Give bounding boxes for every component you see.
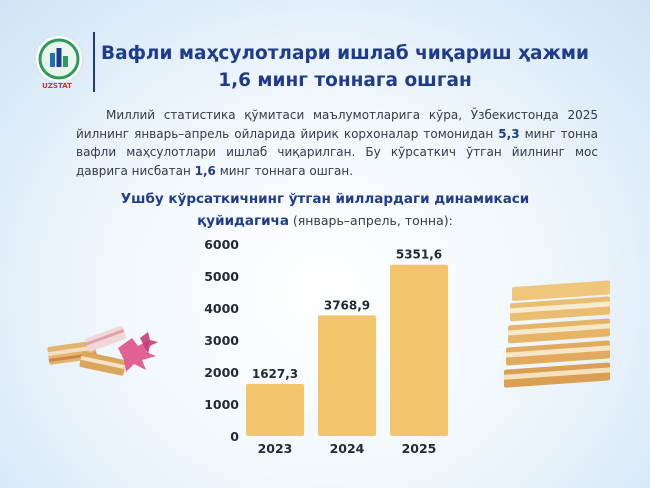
data-labels: 1627,3 3768,9 5351,6 [252, 248, 442, 381]
uzstat-logo [34, 34, 84, 84]
summary-text-2: минг тонна вафли маҳсулотлари ишлаб чиқа… [76, 126, 599, 178]
wafer-pieces-illustration [47, 325, 158, 376]
y-tick-label: 5000 [204, 269, 239, 284]
category-label-2024: 2024 [330, 441, 365, 456]
title-line-1: Вафли маҳсулотлари ишлаб чиқариш ҳажми [100, 43, 590, 64]
summary-value-increase: 1,6 [194, 163, 216, 178]
data-label-2023: 1627,3 [252, 367, 298, 381]
bar-2025 [390, 264, 448, 436]
logo-text: UZSTAT [42, 82, 72, 90]
y-tick-label: 6000 [204, 237, 239, 252]
summary-text-1: Миллий статистика қўмитаси маълумотлариг… [76, 108, 598, 141]
summary-text-3: минг тоннага ошган. [215, 163, 354, 178]
subtitle-line-2-bold: қуйидагича [197, 213, 289, 229]
y-tick-label: 3000 [204, 333, 239, 348]
y-tick-label: 1000 [204, 397, 239, 412]
header-divider [93, 32, 95, 92]
bar-2023 [246, 383, 304, 436]
summary-value-total: 5,3 [498, 126, 520, 141]
bars [246, 264, 448, 436]
y-tick-label: 2000 [204, 365, 239, 380]
bar-2024 [318, 315, 376, 436]
category-label-2023: 2023 [258, 441, 293, 456]
data-label-2025: 5351,6 [396, 248, 442, 262]
category-labels: 2023 2024 2025 [258, 441, 437, 456]
summary-paragraph: Миллий статистика қўмитаси маълумотлариг… [76, 106, 598, 180]
page-title: Вафли маҳсулотлари ишлаб чиқариш ҳажми 1… [100, 40, 590, 94]
logo-emblem-icon [38, 38, 80, 80]
title-line-2: 1,6 минг тоннага ошган [218, 70, 472, 91]
data-label-2024: 3768,9 [324, 298, 370, 312]
wafer-stack-illustration [504, 280, 610, 388]
y-axis-ticks: 0 1000 2000 3000 4000 5000 6000 [204, 237, 239, 444]
subtitle-line-1: Ушбу кўрсаткичнинг ўтган йиллардаги дина… [120, 191, 530, 207]
chart-subtitle: Ушбу кўрсаткичнинг ўтган йиллардаги дина… [118, 188, 532, 232]
category-label-2025: 2025 [402, 441, 437, 456]
subtitle-line-2-normal: (январь–апрель, тонна): [288, 213, 453, 228]
y-tick-label: 0 [230, 429, 239, 444]
y-tick-label: 4000 [204, 301, 239, 316]
